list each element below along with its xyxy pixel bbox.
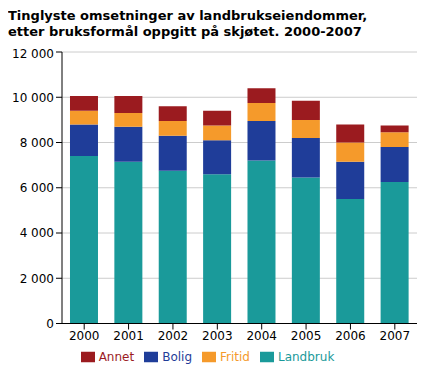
- html-text:Landbruk: Landbruk: [278, 349, 335, 364]
- svg-text:12 000: 12 000: [12, 47, 54, 61]
- svg-text:0: 0: [46, 317, 54, 331]
- svg-text:10 000: 10 000: [12, 91, 54, 105]
- svg-text:2003: 2003: [202, 329, 233, 343]
- svg-text:2002: 2002: [158, 329, 189, 343]
- svg-text:2000: 2000: [69, 329, 100, 343]
- svg-text:4 000: 4 000: [20, 226, 54, 240]
- svg-text:2006: 2006: [335, 329, 366, 343]
- html-text:Annet: Annet: [98, 349, 135, 364]
- svg-text:2 000: 2 000: [20, 272, 54, 286]
- svg-text:2005: 2005: [291, 329, 322, 343]
- svg-text:2007: 2007: [380, 329, 411, 343]
- svg-text:2004: 2004: [246, 329, 277, 343]
- svg-text:2001: 2001: [113, 329, 144, 343]
- html-text:Fritid: Fritid: [220, 349, 250, 364]
- svg-text:6 000: 6 000: [20, 181, 54, 195]
- html-text:Tinglyste omsetninger av landb: Tinglyste omsetninger av landbrukseiendo…: [8, 8, 368, 39]
- svg-text:8 000: 8 000: [20, 136, 54, 150]
- html-text:Bolig: Bolig: [162, 349, 192, 364]
